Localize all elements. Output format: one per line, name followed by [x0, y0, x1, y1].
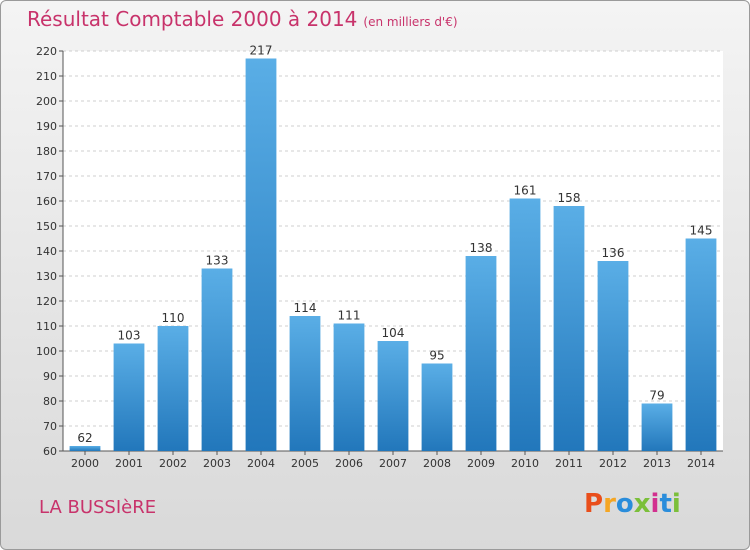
y-tick-label: 120 — [36, 295, 57, 308]
data-label: 110 — [162, 311, 185, 325]
data-label: 111 — [338, 309, 361, 323]
bar — [597, 261, 629, 451]
y-tick-label: 180 — [36, 145, 57, 158]
bar — [69, 446, 101, 451]
bar — [553, 206, 585, 451]
x-tick-label: 2005 — [291, 457, 319, 470]
x-tick-label: 2014 — [687, 457, 715, 470]
x-tick-label: 2012 — [599, 457, 627, 470]
bar — [245, 58, 277, 451]
y-tick-label: 80 — [43, 395, 57, 408]
bar — [685, 238, 717, 451]
chart-subtitle: (en milliers d'€) — [363, 15, 458, 29]
data-label: 95 — [429, 349, 444, 363]
logo-letter: r — [603, 489, 616, 519]
y-tick-label: 90 — [43, 370, 57, 383]
logo-letter: i — [671, 489, 681, 519]
data-label: 79 — [649, 389, 664, 403]
bar — [113, 343, 145, 451]
y-tick-label: 130 — [36, 270, 57, 283]
x-tick-label: 2003 — [203, 457, 231, 470]
data-label: 114 — [294, 301, 317, 315]
y-tick-label: 140 — [36, 245, 57, 258]
bar — [333, 323, 365, 451]
bar — [201, 268, 233, 451]
y-tick-label: 110 — [36, 320, 57, 333]
logo-letter: x — [633, 489, 651, 519]
x-tick-label: 2011 — [555, 457, 583, 470]
logo-letter: o — [615, 489, 634, 519]
place-name: LA BUSSIèRE — [39, 497, 157, 518]
x-tick-label: 2013 — [643, 457, 671, 470]
bar — [377, 341, 409, 451]
data-label: 158 — [558, 191, 581, 205]
data-label: 217 — [250, 44, 273, 58]
y-tick-label: 220 — [36, 45, 57, 58]
bar — [641, 403, 673, 451]
data-label: 145 — [690, 224, 713, 238]
x-tick-label: 2007 — [379, 457, 407, 470]
logo-letter: P — [584, 489, 604, 519]
proxiti-logo: Proxiti — [584, 489, 681, 519]
data-label: 161 — [514, 184, 537, 198]
chart-title-text: Résultat Comptable 2000 à 2014 — [27, 7, 358, 31]
y-tick-label: 60 — [43, 445, 57, 458]
logo-letter: i — [650, 489, 660, 519]
x-tick-label: 2001 — [115, 457, 143, 470]
y-tick-label: 150 — [36, 220, 57, 233]
data-label: 103 — [118, 329, 141, 343]
y-tick-label: 160 — [36, 195, 57, 208]
x-tick-label: 2000 — [71, 457, 99, 470]
y-tick-label: 200 — [36, 95, 57, 108]
x-tick-label: 2009 — [467, 457, 495, 470]
x-tick-label: 2010 — [511, 457, 539, 470]
y-tick-label: 190 — [36, 120, 57, 133]
data-label: 104 — [382, 326, 405, 340]
data-label: 62 — [77, 431, 92, 445]
chart-title: Résultat Comptable 2000 à 2014 (en millie… — [27, 7, 458, 31]
x-tick-label: 2002 — [159, 457, 187, 470]
y-tick-label: 170 — [36, 170, 57, 183]
x-tick-label: 2004 — [247, 457, 275, 470]
x-tick-label: 2008 — [423, 457, 451, 470]
data-label: 133 — [206, 254, 229, 268]
x-tick-label: 2006 — [335, 457, 363, 470]
bar — [157, 326, 189, 451]
bar — [289, 316, 321, 451]
data-label: 138 — [470, 241, 493, 255]
bar — [465, 256, 497, 451]
data-label: 136 — [602, 246, 625, 260]
logo-letter: t — [659, 489, 672, 519]
y-tick-label: 210 — [36, 70, 57, 83]
bar — [421, 363, 453, 451]
y-tick-label: 70 — [43, 420, 57, 433]
bar — [509, 198, 541, 451]
y-tick-label: 100 — [36, 345, 57, 358]
